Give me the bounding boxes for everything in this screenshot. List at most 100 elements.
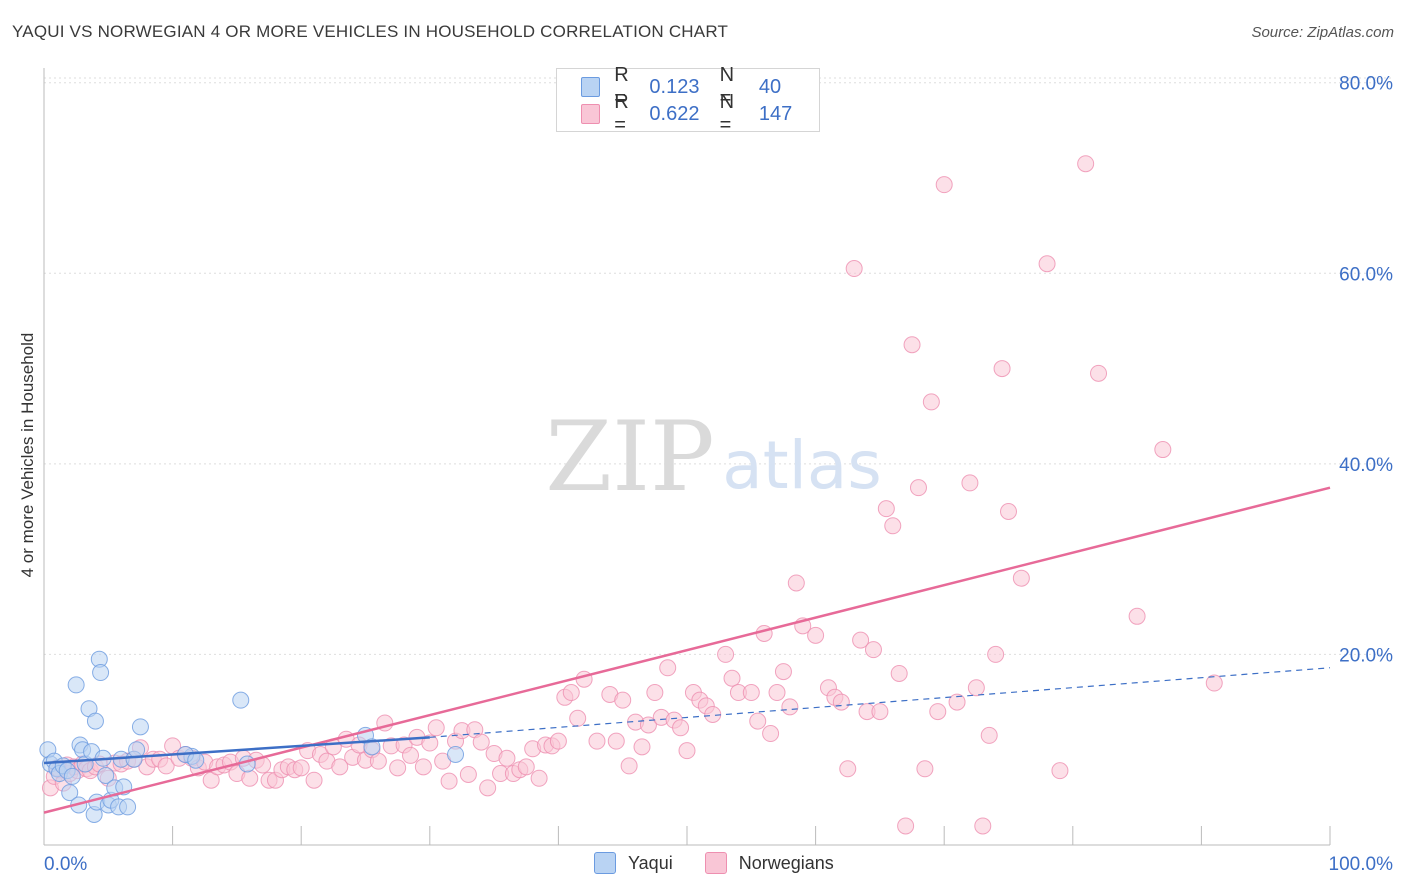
data-point[interactable] — [646, 684, 664, 702]
data-point[interactable] — [922, 393, 940, 411]
data-point[interactable] — [402, 746, 420, 764]
data-point[interactable] — [562, 684, 580, 702]
data-point[interactable] — [305, 771, 323, 789]
data-point[interactable] — [749, 712, 767, 730]
gridlines — [44, 77, 1392, 655]
data-point[interactable] — [832, 693, 850, 711]
data-point[interactable] — [157, 757, 175, 775]
data-point[interactable] — [633, 738, 651, 756]
n-label: N = — [719, 91, 735, 136]
data-point[interactable] — [935, 176, 953, 194]
data-point[interactable] — [678, 742, 696, 760]
data-point[interactable] — [389, 759, 407, 777]
data-point[interactable] — [993, 360, 1011, 378]
data-point[interactable] — [967, 679, 985, 697]
trend-lines — [43, 486, 1331, 814]
data-point[interactable] — [1154, 441, 1172, 459]
data-point[interactable] — [877, 500, 895, 518]
data-point[interactable] — [762, 725, 780, 743]
data-point[interactable] — [472, 733, 490, 751]
data-point[interactable] — [864, 641, 882, 659]
data-point[interactable] — [672, 719, 690, 737]
legend-item-yaqui[interactable]: Yaqui — [594, 852, 673, 874]
legend-swatch-yaqui — [581, 77, 601, 97]
data-point[interactable] — [517, 758, 535, 776]
data-point[interactable] — [232, 691, 250, 709]
data-point[interactable] — [1012, 569, 1030, 587]
data-point[interactable] — [414, 758, 432, 776]
watermark-zip: ZIP — [545, 401, 714, 513]
data-point[interactable] — [1038, 255, 1056, 273]
data-point[interactable] — [498, 749, 516, 767]
trend-line-yaqui-extension — [429, 667, 1331, 738]
data-point[interactable] — [961, 474, 979, 492]
data-point[interactable] — [1205, 674, 1223, 692]
data-point[interactable] — [607, 732, 625, 750]
data-point[interactable] — [807, 626, 825, 644]
data-point[interactable] — [742, 684, 760, 702]
axes — [43, 68, 1331, 846]
data-point[interactable] — [447, 745, 465, 763]
data-point[interactable] — [187, 751, 205, 769]
data-point[interactable] — [331, 758, 349, 776]
data-point[interactable] — [987, 645, 1005, 663]
data-point[interactable] — [1051, 762, 1069, 780]
data-point[interactable] — [929, 703, 947, 721]
data-point[interactable] — [614, 691, 632, 709]
data-point[interactable] — [916, 760, 934, 778]
data-point[interactable] — [569, 709, 587, 727]
data-point[interactable] — [787, 574, 805, 592]
data-point[interactable] — [1090, 364, 1108, 382]
trend-line-yaqui — [43, 736, 430, 765]
data-point[interactable] — [549, 732, 567, 750]
data-point[interactable] — [774, 663, 792, 681]
data-point[interactable] — [639, 716, 657, 734]
data-point[interactable] — [241, 769, 259, 787]
data-point[interactable] — [717, 645, 735, 663]
data-point[interactable] — [61, 784, 79, 802]
data-point[interactable] — [620, 757, 638, 775]
data-point[interactable] — [86, 712, 104, 730]
data-point[interactable] — [1077, 155, 1095, 173]
legend-item-norwegians[interactable]: Norwegians — [704, 852, 834, 874]
legend-row-yaqui: R = 0.123 N = 40 — [581, 64, 819, 109]
r-label: R = — [614, 64, 629, 109]
data-point[interactable] — [845, 260, 863, 278]
data-point[interactable] — [948, 693, 966, 711]
data-point[interactable] — [238, 755, 256, 773]
data-point[interactable] — [479, 779, 497, 797]
data-point[interactable] — [588, 732, 606, 750]
data-point[interactable] — [980, 726, 998, 744]
data-point[interactable] — [839, 760, 857, 778]
data-point[interactable] — [755, 624, 773, 642]
data-point[interactable] — [1000, 502, 1017, 520]
data-point[interactable] — [67, 676, 85, 694]
data-point[interactable] — [1128, 607, 1146, 625]
data-point[interactable] — [363, 738, 381, 756]
data-point[interactable] — [427, 719, 445, 737]
data-point[interactable] — [131, 718, 149, 736]
data-point[interactable] — [97, 766, 115, 784]
data-point[interactable] — [871, 703, 889, 721]
data-point[interactable] — [890, 664, 908, 682]
data-point[interactable] — [421, 734, 439, 752]
data-point[interactable] — [781, 698, 799, 716]
data-point[interactable] — [369, 752, 387, 770]
data-point[interactable] — [92, 664, 110, 682]
data-point[interactable] — [974, 817, 992, 835]
data-point[interactable] — [897, 817, 915, 835]
data-point[interactable] — [768, 684, 786, 702]
data-point[interactable] — [63, 767, 81, 785]
data-point[interactable] — [909, 479, 927, 497]
data-point[interactable] — [852, 631, 870, 649]
data-point[interactable] — [119, 798, 137, 816]
data-point[interactable] — [459, 765, 477, 783]
data-point[interactable] — [723, 669, 741, 687]
data-point[interactable] — [530, 769, 548, 787]
data-point[interactable] — [884, 517, 902, 535]
data-point[interactable] — [903, 336, 921, 354]
data-point[interactable] — [440, 772, 458, 790]
data-point[interactable] — [292, 759, 310, 777]
tick-labels: 20.0% 40.0% 60.0% 80.0% 0.0% 100.0% — [44, 74, 1393, 875]
data-point[interactable] — [659, 659, 677, 677]
